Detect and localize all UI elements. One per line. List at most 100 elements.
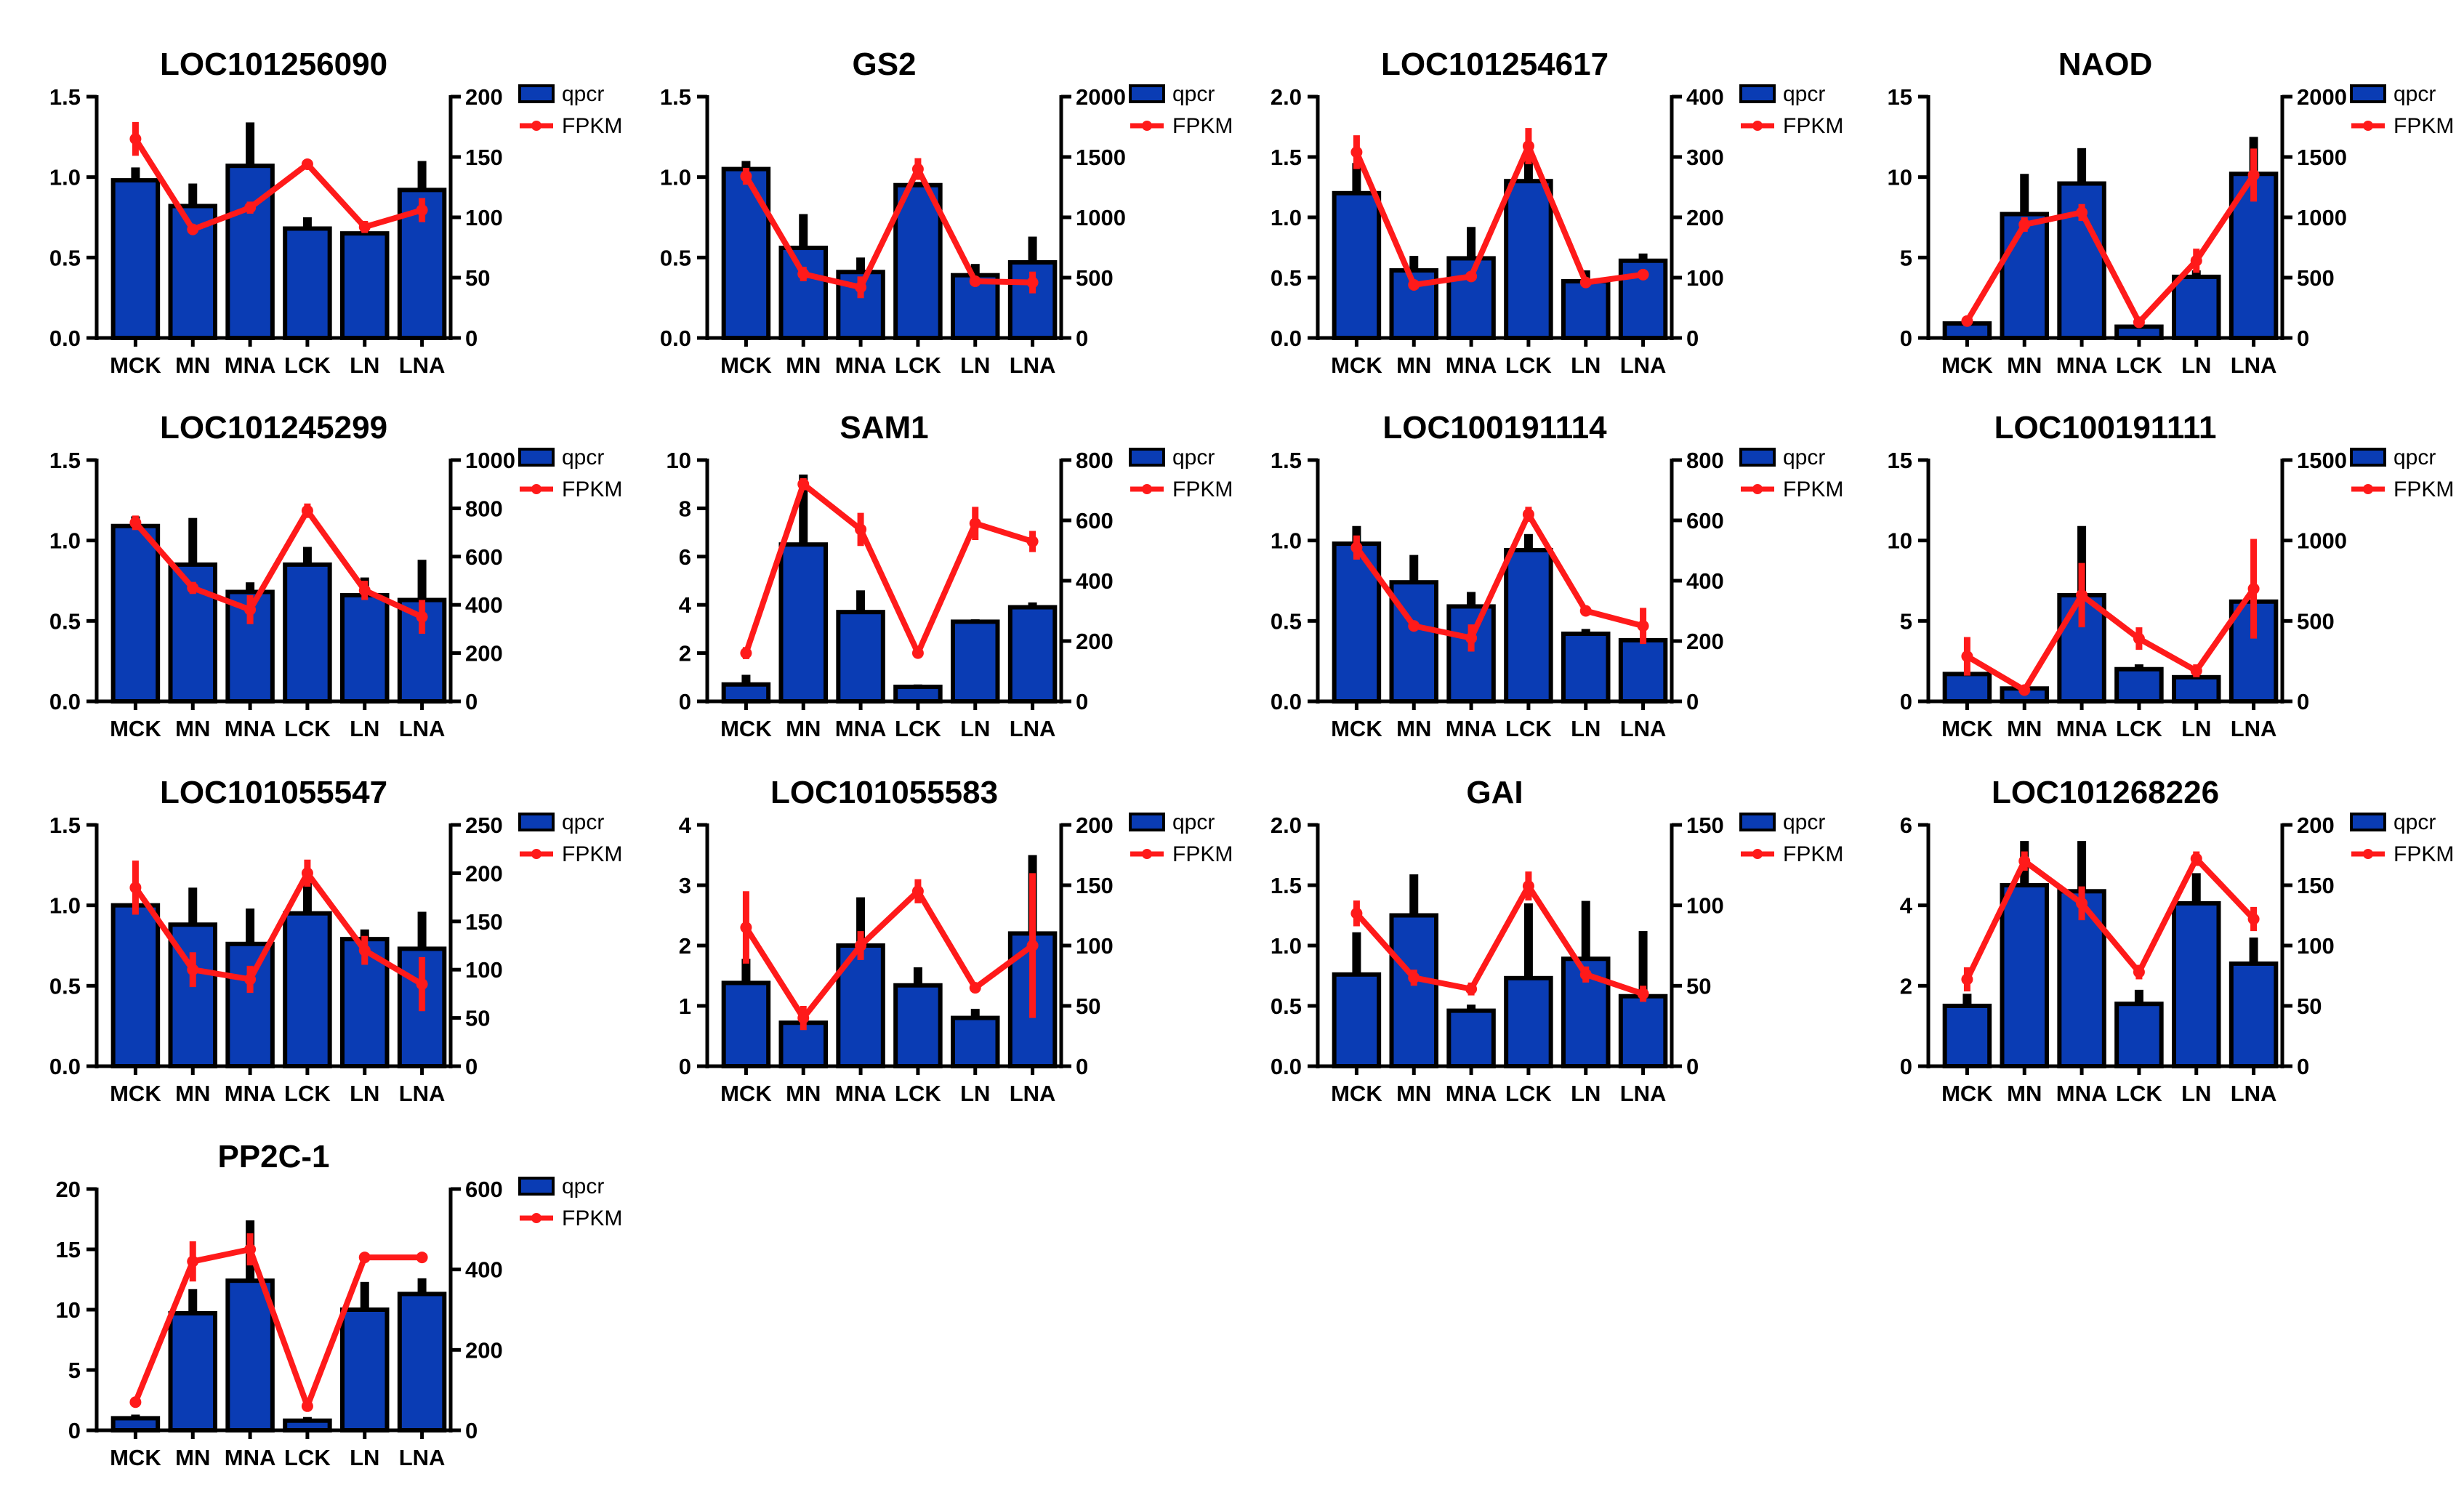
x-tick-label: LNA [399, 1081, 446, 1106]
fpkm-point [1522, 140, 1534, 153]
qpcr-bar [2172, 900, 2221, 1069]
qpcr-bar [2000, 883, 2049, 1068]
fpkm-point [969, 517, 981, 530]
x-tick-label: MCK [110, 352, 161, 378]
left-tick-label: 8 [679, 496, 691, 521]
x-tick-label: MCK [1331, 352, 1382, 378]
legend-qpcr-label: qpcr [2393, 446, 2436, 470]
right-tick-label: 100 [465, 205, 503, 230]
right-tick-label: 1500 [1076, 145, 1126, 170]
x-tick-label: LNA [2231, 352, 2277, 378]
fpkm-line [1354, 883, 1644, 997]
x-tick-label: LN [960, 1081, 990, 1106]
legend-qpcr-swatch [518, 84, 555, 103]
qpcr-bar [110, 178, 161, 340]
x-tick-label: MCK [110, 716, 161, 741]
x-tick-label: MNA [225, 1445, 276, 1470]
qpcr-bar [721, 166, 771, 340]
x-tick-label: MN [175, 1445, 210, 1470]
fpkm-point [416, 1252, 428, 1264]
fpkm-point [855, 281, 867, 294]
qpcr-bar [1332, 972, 1382, 1068]
chart-panel-5: LOC101245299 0.0 0.5 1.0 1.5 0 200 400 600 800 100… [49, 410, 622, 741]
x-tick-label: LCK [284, 352, 331, 378]
x-tick-label: LCK [1505, 1081, 1552, 1106]
fpkm-point [129, 517, 142, 529]
qpcr-bar [2172, 674, 2221, 704]
fpkm-point [2247, 583, 2260, 595]
left-tick-label: 15 [1888, 448, 1912, 473]
fpkm-point [1961, 315, 1973, 327]
x-tick-label: LN [2181, 716, 2211, 741]
chart-panel-11: GAI 0.0 0.5 1.0 1.5 2.0 0 50 100 150 MCK MN MNA LCK LN… [1271, 775, 1843, 1106]
fpkm-point [416, 204, 428, 217]
legend-fpkm-marker [531, 1213, 541, 1223]
qpcr-error-bar [1409, 874, 1419, 919]
qpcr-bar [1389, 913, 1438, 1068]
fpkm-line [132, 1246, 422, 1409]
x-tick-label: LNA [1010, 716, 1056, 741]
qpcr-bar [721, 980, 771, 1068]
right-tick-label: 0 [465, 326, 478, 351]
fpkm-point [2133, 316, 2145, 329]
qpcr-error-bar [1467, 227, 1476, 262]
chart-panel-4: NAOD 0 5 10 15 0 500 1000 1500 2000 MCK MN MNA LCK LN L… [1888, 47, 2455, 378]
x-tick-label: LN [960, 352, 990, 378]
legend-qpcr-swatch [1129, 448, 1165, 467]
left-tick-label: 0.0 [1271, 1054, 1302, 1079]
right-tick-label: 600 [465, 544, 503, 570]
qpcr-error-bar [2020, 174, 2029, 217]
fpkm-point [1350, 541, 1363, 554]
left-tick-label: 1.5 [1271, 448, 1302, 473]
qpcr-bar [1446, 604, 1496, 704]
qpcr-error-bar [1352, 932, 1361, 978]
right-tick-label: 1000 [1076, 205, 1126, 230]
fpkm-point [2018, 218, 2031, 230]
chart-title: SAM1 [840, 410, 928, 446]
legend-fpkm-label: FPKM [1783, 114, 1843, 138]
x-tick-label: MCK [720, 1081, 772, 1106]
right-tick-label: 1000 [2297, 528, 2347, 554]
x-tick-label: MN [1396, 716, 1431, 741]
qpcr-error-bar [188, 517, 198, 568]
right-tick-label: 500 [2297, 265, 2335, 291]
fpkm-point [301, 867, 313, 879]
legend-fpkm-marker [1142, 121, 1152, 131]
x-tick-label: MN [786, 352, 821, 378]
legend-fpkm-marker [2363, 121, 2373, 131]
right-tick-label: 50 [465, 265, 490, 291]
fpkm-point [2133, 966, 2145, 978]
right-tick-label: 0 [2297, 326, 2309, 351]
legend: qpcr FPKM [518, 446, 622, 501]
legend-qpcr-label: qpcr [1783, 82, 1825, 106]
fpkm-point [1961, 973, 1973, 986]
fpkm-point [1961, 650, 1973, 663]
qpcr-bar [340, 1307, 390, 1432]
x-tick-label: LCK [1505, 352, 1552, 378]
right-tick-label: 600 [1076, 508, 1114, 533]
left-tick-label: 0.0 [1271, 689, 1302, 714]
right-tick-label: 50 [465, 1006, 490, 1031]
left-tick-label: 0 [679, 689, 691, 714]
chart-panel-8: LOC100191111 0 5 10 15 0 500 1000 1500 MCK MN MNA LC… [1888, 410, 2455, 741]
left-tick-label: 0 [1900, 689, 1912, 714]
fpkm-point [301, 504, 313, 517]
fpkm-point [358, 944, 371, 956]
legend-fpkm-label: FPKM [2393, 842, 2454, 866]
left-tick-label: 1.5 [49, 813, 81, 838]
qpcr-bar [893, 685, 943, 704]
right-tick-label: 200 [2297, 813, 2335, 838]
fpkm-point [1026, 940, 1039, 951]
right-tick-label: 200 [465, 84, 503, 110]
x-tick-label: LCK [2116, 1081, 2162, 1106]
left-tick-label: 2.0 [1271, 84, 1302, 110]
chart-title: GS2 [852, 47, 916, 82]
x-tick-label: MNA [225, 716, 276, 741]
legend-qpcr-swatch [2350, 813, 2386, 831]
right-tick-label: 1500 [2297, 448, 2347, 473]
qpcr-bar [1561, 278, 1611, 341]
fpkm-point [1579, 968, 1592, 980]
x-tick-label: MN [786, 1081, 821, 1106]
fpkm-point [740, 922, 752, 934]
fpkm-point [740, 170, 752, 182]
